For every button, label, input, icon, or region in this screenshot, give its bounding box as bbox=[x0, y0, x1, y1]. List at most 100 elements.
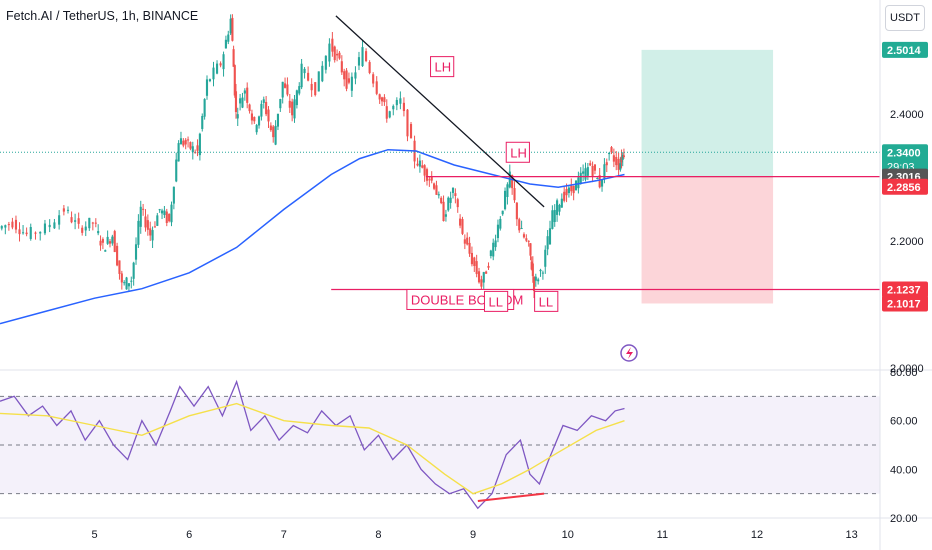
candle-body bbox=[531, 263, 534, 277]
candle-body bbox=[106, 236, 109, 244]
candle-body bbox=[480, 279, 483, 287]
candle-body bbox=[97, 231, 100, 234]
candle-body bbox=[437, 194, 440, 196]
candle-body bbox=[260, 103, 263, 117]
candle-body bbox=[619, 163, 622, 170]
candle-body bbox=[548, 228, 552, 245]
candle-body bbox=[142, 208, 145, 210]
candle-body bbox=[303, 68, 306, 74]
candle-body bbox=[593, 164, 597, 171]
candle-body bbox=[14, 219, 18, 230]
candle-body bbox=[395, 99, 398, 106]
annotation-text: LH bbox=[510, 145, 527, 160]
candle-body bbox=[615, 156, 618, 166]
candle-body bbox=[0, 226, 3, 229]
candle-body bbox=[475, 261, 478, 275]
candle-body bbox=[577, 177, 580, 189]
price-tick-label: 2.2000 bbox=[890, 236, 924, 248]
time-tick-label: 6 bbox=[186, 529, 192, 541]
candle-body bbox=[392, 105, 395, 110]
price-badge: 2.5014 bbox=[882, 41, 928, 58]
time-tick-label: 9 bbox=[470, 529, 476, 541]
candle-body bbox=[357, 57, 361, 66]
candle-body bbox=[421, 165, 424, 168]
currency-unit-button[interactable]: USDT bbox=[885, 5, 925, 31]
candle-body bbox=[151, 230, 154, 241]
candle-body bbox=[622, 155, 625, 157]
candle-body bbox=[179, 138, 183, 145]
annotation-box bbox=[483, 290, 509, 312]
candle-body bbox=[459, 218, 462, 226]
candle-body bbox=[236, 114, 239, 119]
candle-body bbox=[336, 53, 339, 56]
candle-body bbox=[321, 65, 324, 82]
rsi-tick-label: 60.00 bbox=[890, 416, 918, 428]
candle-body bbox=[527, 240, 530, 242]
candle-body bbox=[184, 139, 187, 145]
candle-body bbox=[539, 269, 542, 272]
candle-body bbox=[144, 216, 147, 228]
candle-body bbox=[25, 232, 28, 235]
candle-body bbox=[257, 116, 261, 126]
candle-body bbox=[530, 261, 533, 270]
candle-body bbox=[94, 222, 97, 224]
price-badge-bg bbox=[882, 144, 928, 175]
candle-body bbox=[600, 179, 604, 187]
time-tick-label: 8 bbox=[375, 529, 381, 541]
candle-body bbox=[572, 185, 575, 194]
candle-body bbox=[219, 63, 222, 66]
candle-body bbox=[541, 272, 544, 274]
candle-body bbox=[368, 62, 371, 73]
candle-body bbox=[324, 55, 327, 70]
candle-body bbox=[88, 217, 91, 229]
candle-body bbox=[558, 204, 561, 212]
candle-body bbox=[345, 70, 348, 89]
candle-body bbox=[582, 171, 585, 174]
price-badge-bg bbox=[882, 281, 928, 298]
candle-body bbox=[74, 220, 77, 222]
candle-body bbox=[84, 226, 87, 231]
candle-body bbox=[372, 74, 375, 84]
rsi-tick-label: 40.00 bbox=[890, 464, 918, 476]
candle-body bbox=[515, 202, 518, 220]
candle-body bbox=[246, 87, 249, 103]
candle-body bbox=[361, 47, 364, 67]
candle-body bbox=[461, 219, 464, 234]
candle-body bbox=[477, 271, 481, 283]
candle-body bbox=[149, 228, 152, 236]
candle-body bbox=[454, 193, 457, 196]
candle-body bbox=[501, 210, 504, 215]
candle-body bbox=[125, 277, 128, 290]
candle-body bbox=[546, 236, 549, 250]
candle-body bbox=[494, 240, 497, 248]
alert-icon-bolt bbox=[626, 347, 633, 359]
annotation-text: LL bbox=[539, 294, 553, 309]
candle-body bbox=[513, 188, 516, 201]
annotation-label: LH bbox=[505, 141, 530, 163]
rsi-tick-label: 80.00 bbox=[890, 367, 918, 379]
candle-body bbox=[537, 279, 540, 282]
candle-body bbox=[11, 221, 14, 228]
candle-body bbox=[18, 229, 21, 235]
candle-body bbox=[482, 272, 485, 283]
price-badge: 2.1017 bbox=[882, 295, 928, 312]
candle-body bbox=[39, 231, 42, 234]
candle-body bbox=[468, 242, 471, 254]
candle-body bbox=[378, 94, 381, 100]
candle-body bbox=[104, 250, 107, 252]
annotation-box bbox=[505, 141, 530, 163]
candle-body bbox=[66, 209, 70, 211]
rsi-line bbox=[0, 379, 625, 510]
candle-body bbox=[589, 163, 592, 166]
candle-body bbox=[520, 228, 523, 230]
annotation-label: LL bbox=[483, 290, 509, 312]
candle-body bbox=[307, 72, 310, 81]
candle-body bbox=[62, 208, 65, 212]
candle-body bbox=[610, 147, 613, 153]
candle-body bbox=[456, 199, 459, 208]
candle-body bbox=[130, 280, 133, 282]
candle-body bbox=[350, 76, 353, 91]
annotation-box bbox=[534, 290, 559, 312]
